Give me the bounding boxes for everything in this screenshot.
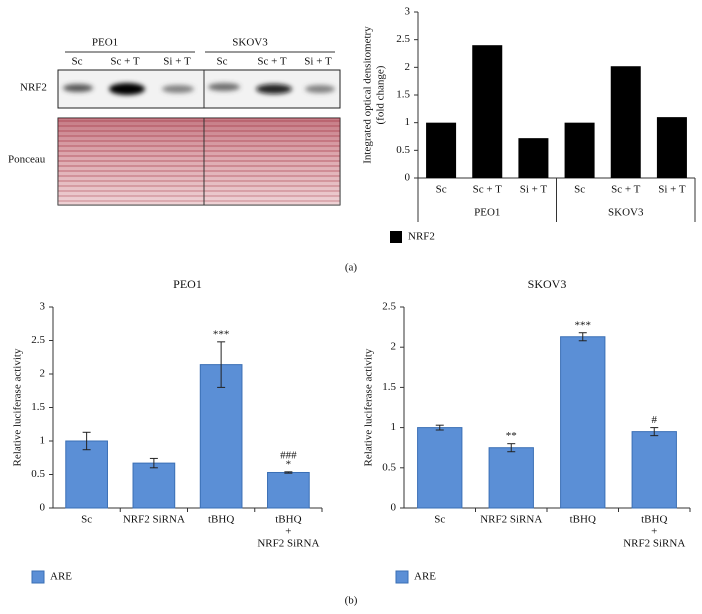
nrf2-blot bbox=[57, 69, 341, 109]
significance-label: ### bbox=[280, 449, 297, 461]
x-tick-label: + bbox=[285, 526, 291, 538]
x-tick-label: tBHQ bbox=[641, 514, 667, 526]
bar bbox=[488, 447, 534, 509]
x-tick-label: + bbox=[651, 526, 657, 538]
legend-swatch bbox=[390, 231, 402, 243]
group-label: PEO1 bbox=[474, 207, 500, 219]
significance-label: # bbox=[652, 414, 658, 426]
bar bbox=[631, 431, 677, 509]
bar bbox=[417, 427, 463, 509]
x-tick-label: tBHQ bbox=[275, 514, 301, 526]
group-label: SKOV3 bbox=[608, 207, 644, 219]
x-tick-label: Si + T bbox=[520, 184, 548, 196]
y-tick-label: 2.5 bbox=[382, 301, 396, 313]
bar bbox=[65, 440, 108, 509]
lane-label: Sc bbox=[217, 56, 228, 68]
x-tick-label: Sc + T bbox=[473, 184, 503, 196]
ponceau-shade bbox=[58, 118, 340, 205]
row-label: Ponceau bbox=[8, 154, 46, 166]
x-tick-label: Si + T bbox=[658, 184, 686, 196]
western-blot: PEO1 SKOV3 Sc Sc + T Si + T Sc Sc + T Si… bbox=[8, 37, 341, 206]
y-tick-label: 0 bbox=[405, 172, 411, 184]
bar bbox=[199, 364, 243, 509]
bar bbox=[560, 336, 606, 509]
legend-swatch bbox=[31, 570, 45, 584]
bar bbox=[564, 122, 595, 178]
y-tick-label: 0.5 bbox=[31, 468, 45, 480]
cell-line-label: PEO1 bbox=[92, 37, 118, 49]
bar bbox=[610, 66, 641, 178]
blot-bands bbox=[63, 83, 335, 95]
legend-swatch bbox=[395, 570, 409, 584]
y-tick-label: 2.5 bbox=[396, 33, 410, 45]
y-tick-label: 0.5 bbox=[382, 461, 396, 473]
y-tick-label: 1.5 bbox=[396, 89, 410, 101]
lane-label: Si + T bbox=[304, 56, 332, 68]
x-tick-label: Sc bbox=[436, 184, 447, 196]
y-tick-label: 1.5 bbox=[382, 381, 396, 393]
bar bbox=[472, 45, 503, 179]
y-tick-label: 0 bbox=[391, 502, 397, 514]
y-tick-label: 1 bbox=[405, 116, 411, 128]
x-tick-label: NRF2 SiRNA bbox=[623, 538, 685, 550]
legend-label: ARE bbox=[414, 571, 436, 583]
x-tick-label: Sc bbox=[81, 514, 92, 526]
bar bbox=[132, 462, 176, 509]
row-label: NRF2 bbox=[20, 82, 47, 94]
y-axis-label: Relative luciferase activity bbox=[363, 348, 375, 466]
y-axis-label: Integrated optical densitometry bbox=[362, 26, 374, 164]
lane-label: Sc bbox=[72, 56, 83, 68]
x-tick-label: NRF2 SiRNA bbox=[123, 514, 185, 526]
chart-title: PEO1 bbox=[173, 277, 202, 291]
significance-label: ** bbox=[506, 430, 517, 442]
bar bbox=[267, 471, 310, 509]
x-tick-label: NRF2 SiRNA bbox=[257, 538, 319, 550]
y-tick-label: 2 bbox=[405, 61, 411, 73]
legend-label: NRF2 bbox=[408, 231, 435, 243]
x-tick-label: Sc + T bbox=[611, 184, 641, 196]
x-tick-label: tBHQ bbox=[208, 514, 234, 526]
y-tick-label: 2.5 bbox=[31, 334, 45, 346]
y-axis-label: (fold change) bbox=[375, 65, 387, 124]
y-tick-label: 2 bbox=[391, 341, 397, 353]
cell-line-label: SKOV3 bbox=[232, 37, 268, 49]
panel-label: (a) bbox=[345, 262, 358, 274]
significance-label: *** bbox=[575, 319, 592, 331]
y-tick-label: 1 bbox=[391, 421, 397, 433]
significance-label: * bbox=[286, 458, 292, 470]
lane-label: Si + T bbox=[163, 56, 191, 68]
y-tick-label: 1.5 bbox=[31, 401, 45, 413]
x-tick-label: tBHQ bbox=[570, 514, 596, 526]
bar bbox=[656, 117, 687, 178]
significance-label: *** bbox=[213, 328, 230, 340]
panel-label: (b) bbox=[345, 595, 358, 607]
x-tick-label: Sc bbox=[434, 514, 445, 526]
y-tick-label: 3 bbox=[405, 6, 411, 18]
y-tick-label: 1 bbox=[40, 435, 46, 447]
chart-title: SKOV3 bbox=[528, 277, 567, 291]
x-tick-label: Sc bbox=[574, 184, 585, 196]
bar bbox=[518, 138, 549, 178]
y-tick-label: 3 bbox=[40, 301, 46, 313]
y-tick-label: 0 bbox=[40, 502, 46, 514]
y-tick-label: 0.5 bbox=[396, 144, 410, 156]
lane-label: Sc + T bbox=[110, 56, 140, 68]
lane-label: Sc + T bbox=[257, 56, 287, 68]
y-tick-label: 2 bbox=[40, 368, 46, 380]
y-axis-label: Relative luciferase activity bbox=[12, 348, 24, 466]
bar bbox=[426, 122, 457, 178]
x-tick-label: NRF2 SiRNA bbox=[480, 514, 542, 526]
legend-label: ARE bbox=[50, 571, 72, 583]
